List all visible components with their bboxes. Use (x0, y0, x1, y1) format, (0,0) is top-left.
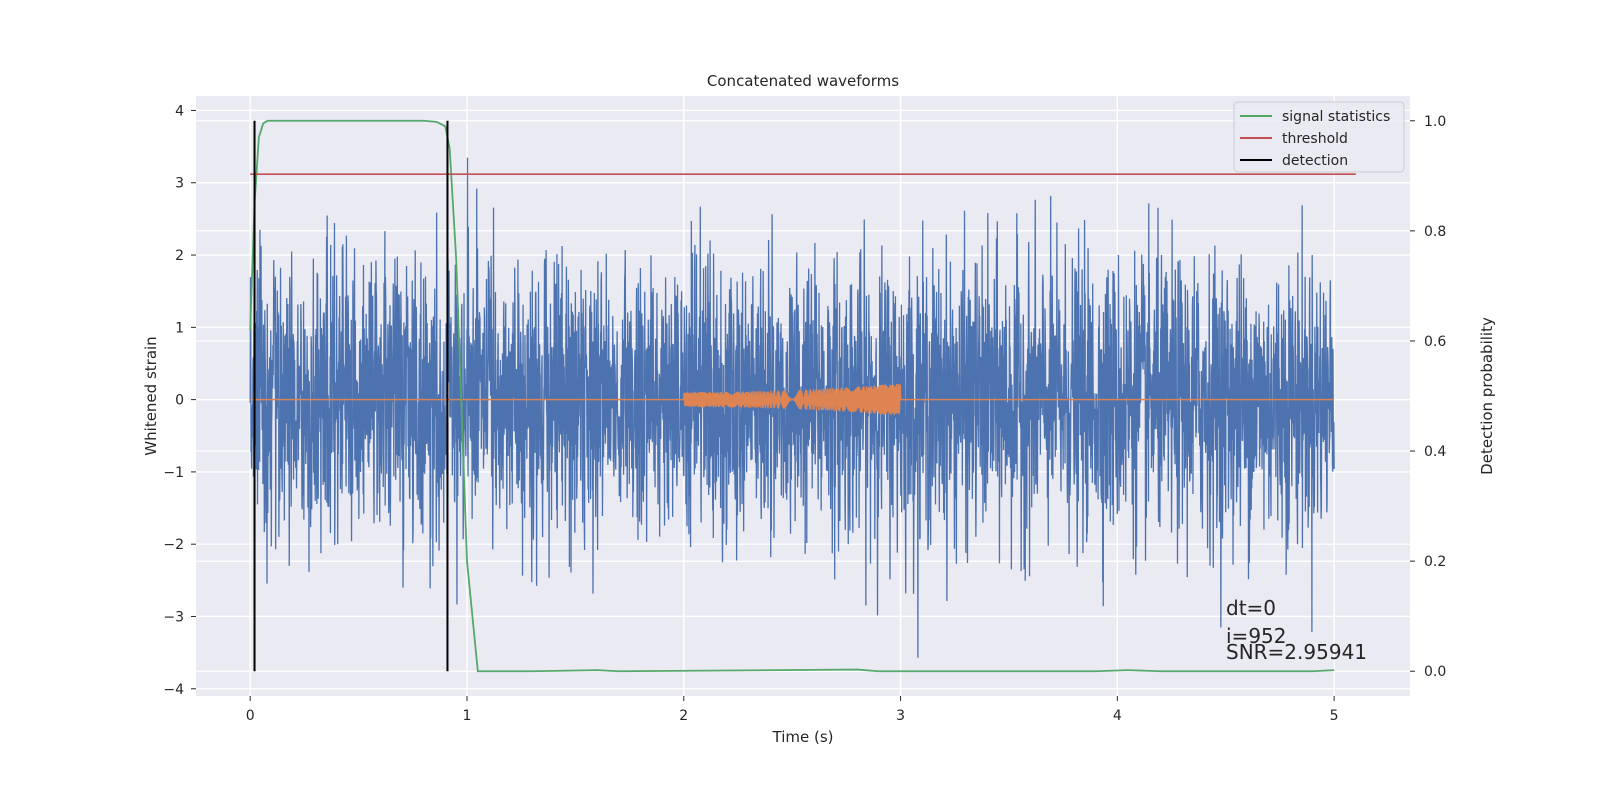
y-tick-label: 4 (175, 103, 184, 119)
x-axis-label: Time (s) (772, 728, 834, 746)
x-tick-label: 2 (679, 708, 688, 724)
annotations: dt=0 i=952 SNR=2.95941 (1226, 596, 1367, 664)
annotation-snr: SNR=2.95941 (1226, 640, 1367, 664)
x-tick-label: 1 (463, 708, 472, 724)
y-right-tick-label: 0.4 (1424, 444, 1446, 460)
chart-title: Concatenated waveforms (707, 72, 899, 90)
annotation-index: i=952 (1226, 624, 1287, 648)
y-tick-label: 1 (175, 320, 184, 336)
y-tick-label: 2 (175, 248, 184, 264)
x-tick-label: 5 (1330, 708, 1339, 724)
ticks: 0 1 2 3 4 5 −4 −3 −2 −1 0 1 2 3 4 0.0 0.2 0.4 0.6 0.8 1.0 (163, 103, 1446, 724)
x-tick-label: 4 (1113, 708, 1122, 724)
y-tick-label: −4 (163, 682, 184, 698)
injected-waveform-series (250, 383, 1335, 416)
annotation-dt: dt=0 (1226, 596, 1276, 620)
signal-statistics-line (249, 119, 1335, 673)
x-tick-label: 0 (246, 708, 255, 724)
signal-statistics-series (249, 119, 1335, 673)
y-axis-right-label: Detection probability (1478, 317, 1496, 475)
legend: signal statistics threshold detection (1233, 101, 1405, 173)
legend-frame (1233, 101, 1405, 173)
noise-series (249, 157, 1335, 658)
legend-label: detection (1282, 153, 1348, 169)
y-tick-label: 0 (175, 393, 184, 409)
detection-series (253, 120, 449, 672)
injected-waveform-line (250, 383, 1335, 416)
y-tick-label: −2 (163, 537, 184, 553)
y-tick-label: −1 (163, 465, 184, 481)
legend-label: threshold (1282, 131, 1348, 147)
noise-line (249, 157, 1335, 658)
y-right-tick-label: 0.6 (1424, 334, 1446, 350)
legend-label: signal statistics (1282, 109, 1390, 125)
y-right-tick-label: 0.8 (1424, 224, 1446, 240)
y-axis-label: Whitened strain (142, 336, 160, 455)
y-tick-label: −3 (163, 609, 184, 625)
y-right-tick-label: 0.0 (1424, 664, 1446, 680)
x-tick-label: 3 (896, 708, 905, 724)
y-tick-label: 3 (175, 176, 184, 192)
y-right-tick-label: 1.0 (1424, 114, 1446, 130)
y-right-tick-label: 0.2 (1424, 554, 1446, 570)
